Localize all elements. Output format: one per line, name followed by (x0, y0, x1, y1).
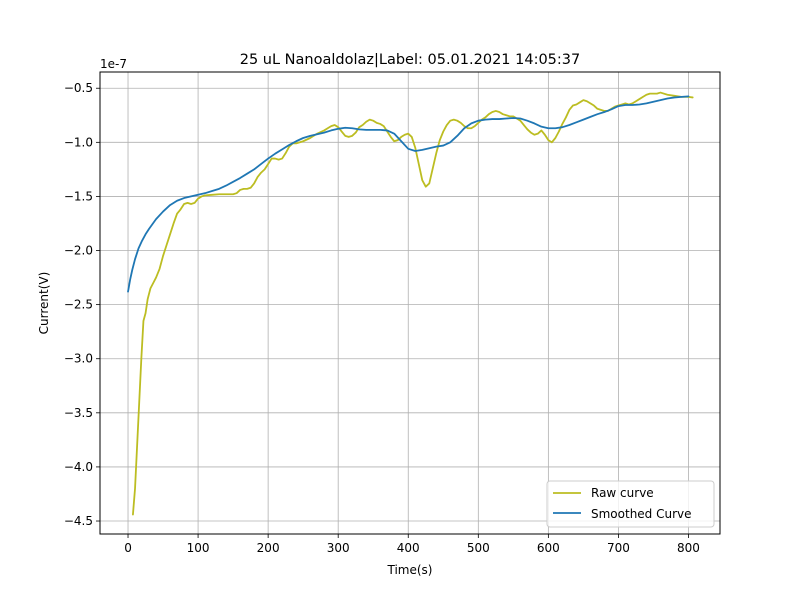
x-tick-label: 0 (124, 541, 132, 555)
x-tick-label: 600 (537, 541, 560, 555)
plot-frame (99, 71, 721, 535)
x-tick-label: 700 (607, 541, 630, 555)
x-axis-ticks: 0 100 200 300 400 500 600 700 800 (124, 534, 700, 555)
x-tick-label: 100 (187, 541, 210, 555)
chart-title: 25 uL Nanoaldolaz|Label: 05.01.2021 14:0… (240, 52, 581, 68)
y-offset-text: 1e-7 (100, 57, 127, 71)
y-tick-label: −3.5 (64, 406, 93, 420)
x-tick-label: 400 (397, 541, 420, 555)
y-tick-label: −1.0 (64, 135, 93, 149)
y-tick-label: −4.0 (64, 460, 93, 474)
legend-label-raw-curve: Raw curve (591, 486, 654, 500)
y-tick-label: −2.5 (64, 298, 93, 312)
y-axis-ticks: −4.5 −4.0 −3.5 −3.0 −2.5 −2.0 −1.5 −1.0 −0.5 (64, 81, 100, 528)
series-line-smoothed-curve (127, 95, 690, 293)
y-tick-label: −1.5 (64, 189, 93, 203)
legend-box (546, 480, 715, 528)
y-tick-label: −3.0 (64, 352, 93, 366)
y-tick-label: −0.5 (64, 81, 93, 95)
y-tick-label: −4.5 (64, 514, 93, 528)
legend: Raw curve Smoothed Curve (546, 480, 715, 528)
y-axis-label: Current(V) (37, 272, 51, 335)
x-tick-label: 800 (677, 541, 700, 555)
series-line-raw-curve (132, 91, 694, 516)
x-tick-label: 200 (257, 541, 280, 555)
y-tick-label: −2.0 (64, 244, 93, 258)
x-tick-label: 500 (467, 541, 490, 555)
legend-label-smoothed-curve: Smoothed Curve (591, 507, 692, 521)
x-tick-label: 300 (327, 541, 350, 555)
series-layer (127, 91, 694, 516)
x-axis-label: Time(s) (387, 563, 433, 577)
